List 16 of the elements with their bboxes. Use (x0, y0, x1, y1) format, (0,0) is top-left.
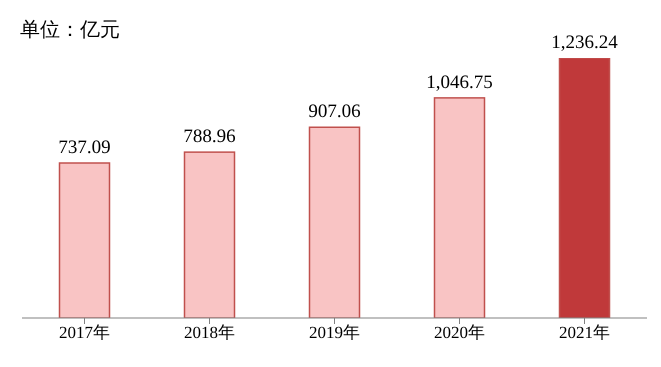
bar (434, 97, 486, 318)
data-label: 788.96 (183, 126, 236, 148)
bar (58, 162, 110, 318)
data-label: 1,046.75 (426, 72, 493, 93)
bar (184, 151, 236, 318)
data-label: 907.06 (308, 101, 361, 122)
x-tick-label: 2020年 (434, 323, 485, 342)
data-label: 737.09 (58, 136, 111, 158)
x-tick-label: 2019年 (309, 323, 360, 342)
y-axis-title: 单位：亿元 (20, 16, 120, 43)
x-tick-label: 2018年 (184, 323, 235, 342)
bar (558, 58, 610, 318)
x-tick-label: 2017年 (59, 323, 110, 342)
data-label: 1,236.24 (551, 32, 618, 53)
bar (308, 126, 360, 318)
x-tick-label: 2021年 (559, 323, 610, 342)
